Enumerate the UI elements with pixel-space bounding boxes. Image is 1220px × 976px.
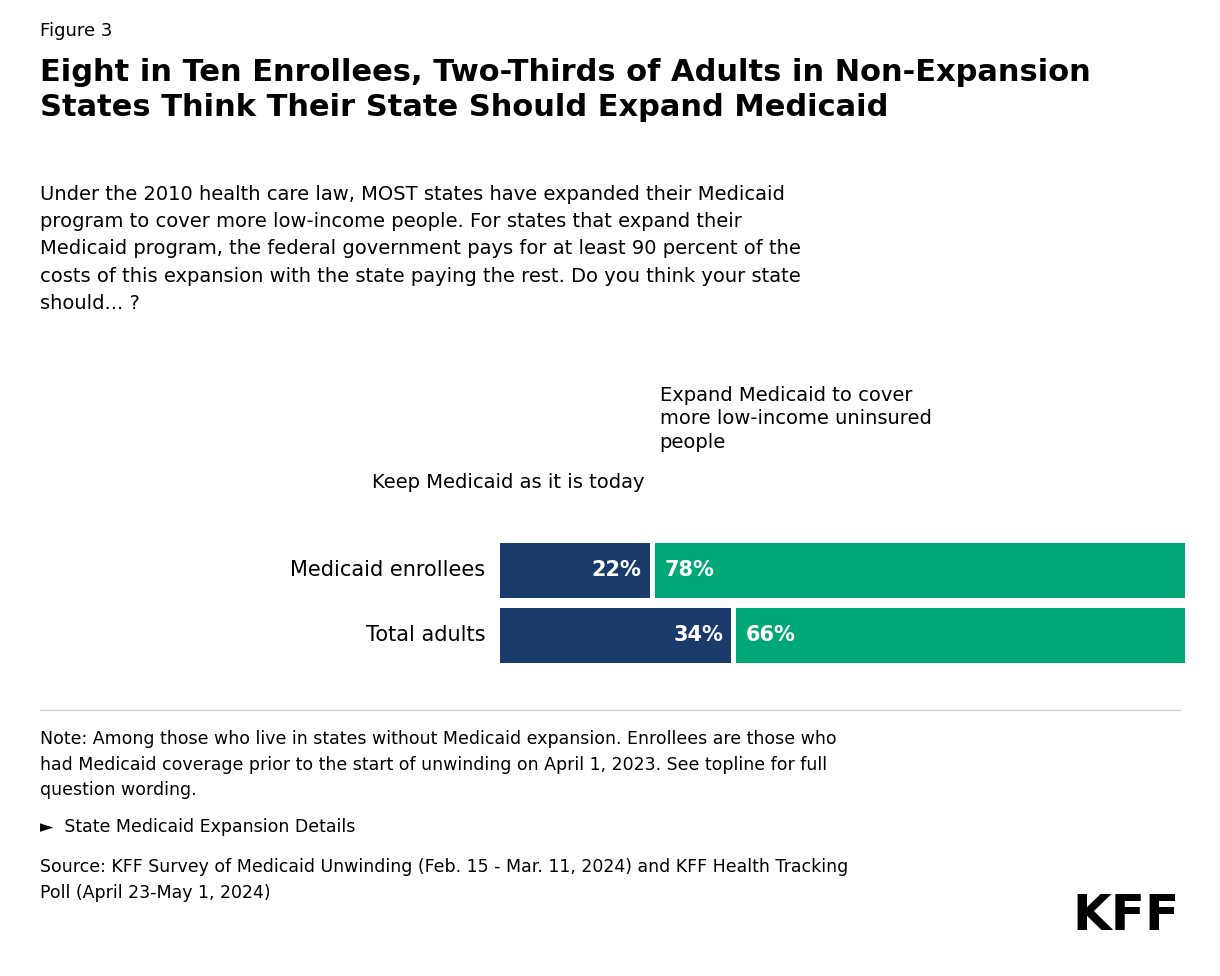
Text: ►  State Medicaid Expansion Details: ► State Medicaid Expansion Details: [40, 818, 355, 836]
Text: Figure 3: Figure 3: [40, 22, 112, 40]
Text: 34%: 34%: [673, 625, 723, 645]
Text: Total adults: Total adults: [366, 625, 486, 645]
Text: Source: KFF Survey of Medicaid Unwinding (Feb. 15 - Mar. 11, 2024) and KFF Healt: Source: KFF Survey of Medicaid Unwinding…: [40, 858, 848, 902]
Text: Note: Among those who live in states without Medicaid expansion. Enrollees are t: Note: Among those who live in states wit…: [40, 730, 837, 799]
Bar: [500, 543, 649, 597]
Text: 66%: 66%: [747, 625, 797, 645]
Bar: [655, 543, 1185, 597]
Text: Eight in Ten Enrollees, Two-Thirds of Adults in Non-Expansion
States Think Their: Eight in Ten Enrollees, Two-Thirds of Ad…: [40, 58, 1091, 122]
Text: Medicaid enrollees: Medicaid enrollees: [290, 560, 486, 580]
Text: Keep Medicaid as it is today: Keep Medicaid as it is today: [372, 473, 644, 492]
Text: 78%: 78%: [665, 560, 715, 580]
Text: KFF: KFF: [1072, 892, 1180, 940]
Text: Under the 2010 health care law, MOST states have expanded their Medicaid
program: Under the 2010 health care law, MOST sta…: [40, 185, 800, 313]
Bar: [500, 607, 731, 663]
Text: Expand Medicaid to cover
more low-income uninsured
people: Expand Medicaid to cover more low-income…: [660, 386, 932, 452]
Bar: [736, 607, 1185, 663]
Text: 22%: 22%: [592, 560, 642, 580]
